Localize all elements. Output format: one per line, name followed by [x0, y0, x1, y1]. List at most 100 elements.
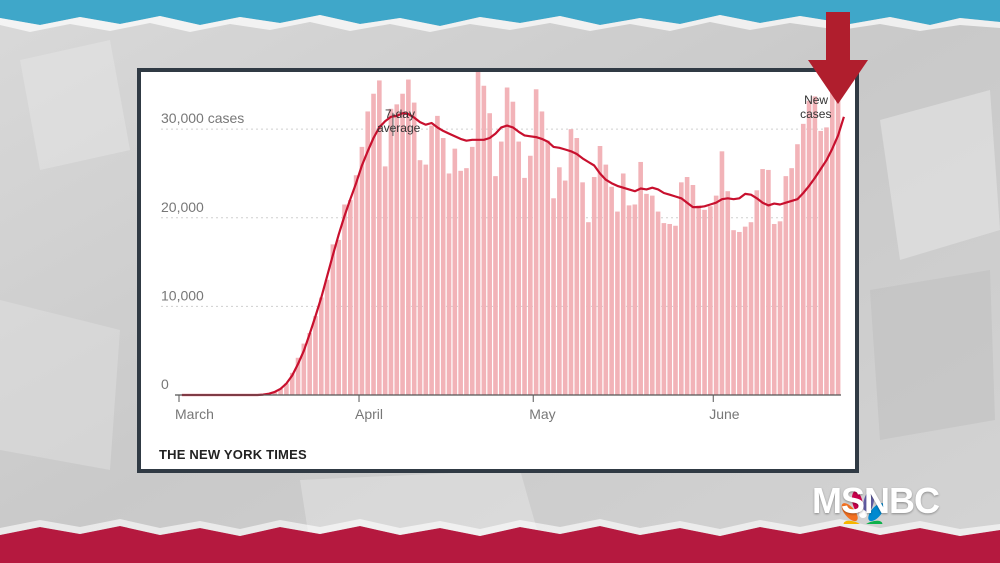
bar — [766, 169, 771, 395]
bar — [539, 111, 545, 395]
chart-card: 0 10,000 20,000 30,000 cases March April May Ju… — [137, 68, 859, 473]
bar — [446, 173, 452, 395]
bar — [708, 206, 713, 395]
bar — [382, 166, 388, 395]
bar — [806, 100, 812, 396]
bar — [440, 138, 446, 395]
bar — [679, 182, 684, 395]
bar — [661, 223, 667, 395]
bar — [493, 176, 498, 395]
line-series — [181, 112, 845, 397]
bar — [586, 222, 591, 395]
bar — [545, 140, 551, 395]
bar — [783, 176, 789, 395]
bar — [562, 180, 568, 395]
bar — [423, 164, 429, 395]
bar — [574, 138, 580, 395]
bar — [487, 113, 492, 395]
bar — [684, 177, 690, 395]
bar — [551, 198, 556, 395]
annotation-7-day-average: average — [377, 121, 421, 135]
x-tick-label: March — [175, 406, 214, 422]
bar — [388, 108, 394, 396]
bar — [742, 226, 748, 395]
bar — [516, 141, 522, 395]
bar — [557, 167, 562, 395]
bar — [835, 72, 841, 395]
bar — [615, 211, 620, 395]
bar — [394, 104, 400, 395]
bar — [365, 111, 371, 395]
y-tick-label: 10,000 — [161, 287, 204, 303]
annotation-new-cases: New — [804, 93, 828, 107]
bar — [609, 186, 614, 395]
bar — [377, 80, 382, 396]
bar — [719, 151, 725, 395]
bar — [777, 221, 783, 395]
bar — [528, 155, 533, 395]
bar — [481, 85, 487, 395]
bar — [498, 141, 504, 395]
bar — [452, 148, 458, 395]
bottom-torn-band — [0, 526, 1000, 563]
bar — [812, 96, 818, 395]
bar — [731, 230, 736, 395]
bar — [725, 191, 731, 395]
bar — [632, 204, 638, 395]
x-tick-label: April — [355, 406, 383, 422]
bar — [829, 84, 835, 395]
msnbc-peacock-icon — [841, 491, 885, 524]
source-label: THE NEW YORK TIMES — [159, 447, 307, 462]
y-tick-label: 0 — [161, 376, 169, 392]
bar — [626, 205, 632, 395]
x-tick-label: May — [529, 406, 555, 422]
bar — [411, 102, 417, 395]
bar — [789, 168, 794, 395]
bar — [400, 93, 405, 395]
bar — [406, 79, 411, 396]
bar — [638, 161, 643, 395]
bar — [754, 190, 760, 395]
bar — [748, 222, 754, 395]
bar — [324, 279, 330, 395]
bar — [649, 195, 655, 395]
x-tick-label: June — [709, 406, 740, 422]
bar — [318, 297, 324, 395]
bar — [504, 87, 510, 396]
bar — [469, 146, 475, 395]
bar — [330, 244, 336, 395]
bar — [673, 225, 678, 395]
bar — [568, 129, 574, 395]
bar — [464, 168, 469, 395]
bar — [655, 211, 661, 395]
bar — [342, 204, 347, 395]
bar — [371, 93, 376, 395]
y-tick-label: 20,000 — [161, 199, 204, 215]
bar — [591, 177, 597, 395]
bar — [289, 372, 295, 395]
bar — [696, 205, 702, 395]
bar — [336, 239, 341, 395]
bar — [295, 357, 301, 395]
bar — [284, 383, 289, 395]
bar — [510, 101, 516, 396]
bar-series — [266, 72, 841, 396]
y-tick-label: 30,000 cases — [161, 110, 244, 126]
top-torn-band — [0, 0, 1000, 26]
bar — [353, 175, 359, 395]
bar — [278, 388, 283, 395]
bar — [702, 209, 707, 395]
bar — [737, 231, 742, 395]
brand-logo-text: MSNBC — [812, 480, 940, 521]
bar — [580, 182, 585, 395]
bar — [458, 170, 463, 395]
bar — [620, 173, 626, 395]
bar — [348, 200, 353, 395]
bar — [272, 392, 278, 395]
bar — [824, 127, 829, 395]
bar — [307, 332, 312, 395]
seven-day-average-line — [181, 112, 845, 397]
bar — [795, 144, 800, 395]
bar — [603, 164, 609, 395]
